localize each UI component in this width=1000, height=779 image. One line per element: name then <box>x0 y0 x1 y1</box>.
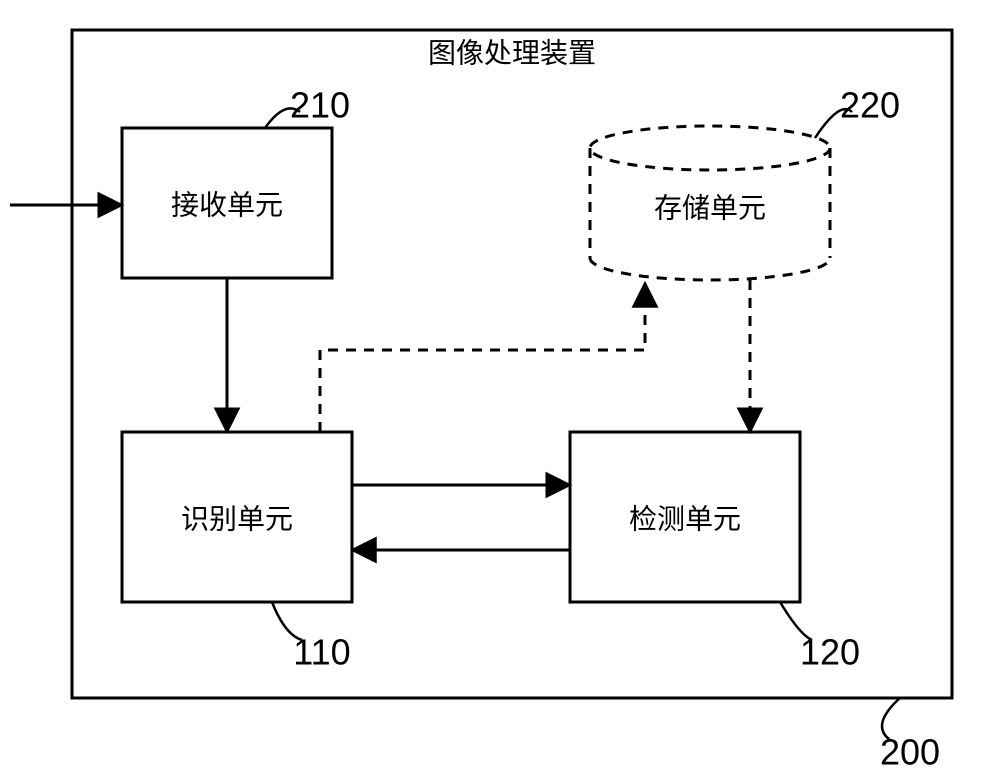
ref-210: 210 <box>290 85 350 126</box>
node-storage-label: 存储单元 <box>654 192 766 223</box>
ref-120: 120 <box>800 632 860 673</box>
node-receive-label: 接收单元 <box>171 189 283 220</box>
ref-220: 220 <box>840 85 900 126</box>
node-identify: 识别单元 <box>122 432 352 602</box>
diagram-canvas: 图像处理装置 接收单元 存储单元 识别单元 检测单元 <box>0 0 1000 779</box>
node-identify-label: 识别单元 <box>181 503 293 534</box>
ref-110: 110 <box>293 632 350 673</box>
node-storage: 存储单元 <box>590 126 830 280</box>
node-detect-label: 检测单元 <box>629 503 741 534</box>
edge-identify-storage <box>320 283 645 432</box>
node-receive: 接收单元 <box>122 128 332 278</box>
ref-200: 200 <box>880 732 940 773</box>
container-title: 图像处理装置 <box>428 37 596 68</box>
node-detect: 检测单元 <box>570 432 800 602</box>
